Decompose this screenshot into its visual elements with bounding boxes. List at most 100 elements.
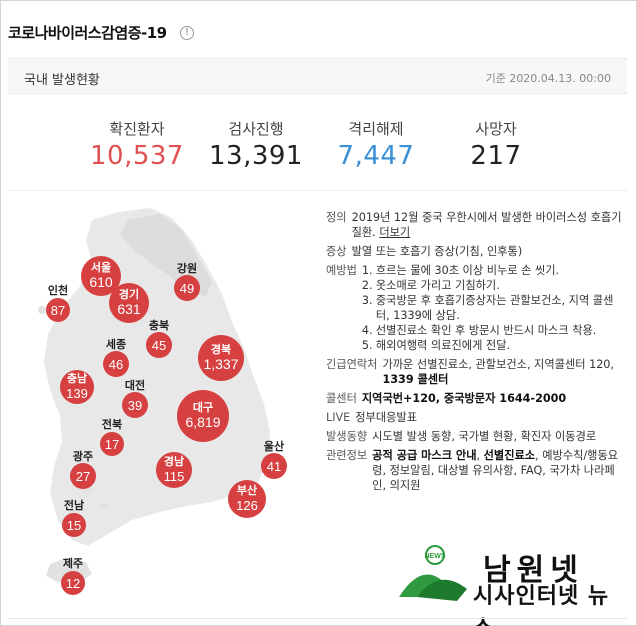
region-bubble-circle[interactable] <box>103 351 129 377</box>
region-bubble-circle[interactable] <box>198 335 244 381</box>
info-row-trend: 발생동향 시도별 발생 동향, 국가별 현황, 확진자 이동경로 <box>326 429 626 444</box>
info-key: 관련정보 <box>326 449 368 462</box>
info-row-prevention: 예방법 1. 흐르는 물에 30초 이상 비누로 손 씻기. 2. 옷소매로 가리고… <box>326 263 626 353</box>
region-bubble[interactable]: 전북 17 <box>100 417 124 456</box>
info-key: 증상 <box>326 245 347 258</box>
callcenter-value: 지역국번+120, 중국방문자 1644-2000 <box>361 392 567 405</box>
region-count: 41 <box>267 459 281 474</box>
list-item: 4. 선별진료소 확인 후 방문시 반드시 마스크 착용. <box>361 324 597 337</box>
trend-links[interactable]: 시도별 발생 동향, 국가별 현황, 확진자 이동경로 <box>372 430 597 443</box>
region-count: 610 <box>89 274 113 290</box>
watermark-title: 남원넷 <box>483 553 584 588</box>
region-name: 충남 <box>67 371 87 385</box>
region-bubble-circle[interactable] <box>46 298 70 322</box>
region-count: 12 <box>66 576 80 591</box>
clinic-link[interactable]: 선별진료소 <box>483 449 536 462</box>
region-count: 49 <box>180 281 194 296</box>
status-date: 기준 2020.04.13. 00:00 <box>485 72 611 85</box>
region-bubble-circle[interactable] <box>228 480 266 518</box>
info-icon[interactable]: ! <box>180 26 194 40</box>
region-count: 6,819 <box>185 414 220 430</box>
divider <box>8 190 627 191</box>
region-count: 126 <box>236 498 258 513</box>
region-count: 17 <box>105 437 119 452</box>
region-name: 강원 <box>177 261 197 275</box>
prevention-list: 1. 흐르는 물에 30초 이상 비누로 손 씻기. 2. 옷소매로 가리고 기침하… <box>362 263 626 353</box>
more-link[interactable]: 더보기 <box>379 226 411 239</box>
watermark-subtitle: 시사인터넷 뉴스 <box>473 584 610 626</box>
region-count: 39 <box>128 398 142 413</box>
region-bubble[interactable]: 경북1,337 <box>198 335 244 381</box>
region-name: 인천 <box>48 283 68 297</box>
region-count: 27 <box>76 469 90 484</box>
list-item: 1. 흐르는 물에 30초 이상 비누로 손 씻기. <box>361 264 560 277</box>
info-value: 가까운 선별진료소, 관할보건소, 지역콜센터 120, 1339 콜센터 <box>382 358 614 386</box>
region-count: 45 <box>152 338 166 353</box>
divider <box>8 618 627 619</box>
region-bubble-circle[interactable] <box>100 432 124 456</box>
region-bubble-circle[interactable] <box>109 283 149 323</box>
region-name: 전남 <box>64 498 84 512</box>
info-key: 정의 <box>326 211 347 224</box>
region-count: 139 <box>66 386 88 401</box>
mask-info-link[interactable]: 공적 공급 마스크 안내 <box>372 449 477 462</box>
namwon-logo-icon: NEWS <box>399 545 467 601</box>
status-header-bar: 국내 발생현황 기준 2020.04.13. 00:00 <box>8 58 627 94</box>
region-bubble-circle[interactable] <box>122 392 148 418</box>
info-key: 발생동향 <box>326 430 368 443</box>
info-key: 긴급연락처 <box>326 358 378 371</box>
region-count: 87 <box>51 303 65 318</box>
region-bubble[interactable]: 대구6,819 <box>177 390 229 442</box>
region-bubble[interactable]: 세종 46 <box>103 337 129 377</box>
region-bubble[interactable]: 전남 15 <box>62 498 86 537</box>
region-bubble-circle[interactable] <box>70 463 96 489</box>
region-bubble-circle[interactable] <box>177 390 229 442</box>
region-bubble-circle[interactable] <box>156 452 192 488</box>
stat-released: 격리해제 7,447 <box>311 118 441 171</box>
stat-value: 217 <box>470 141 522 171</box>
region-bubble[interactable]: 대전 39 <box>122 378 148 418</box>
info-value: 발열 또는 호흡기 증상(기침, 인후통) <box>351 245 523 258</box>
live-link[interactable]: 정부대응발표 <box>355 411 418 424</box>
info-key: 콜센터 <box>326 392 357 405</box>
page-title: 코로나바이러스감염증-19 <box>8 24 167 42</box>
region-name: 광주 <box>73 450 93 463</box>
region-bubble-circle[interactable] <box>174 275 200 301</box>
stat-label: 확진환자 <box>109 120 165 138</box>
definition-text: 2019년 12월 중국 우한시에서 발생한 바이러스성 호흡기 질환. <box>351 211 622 239</box>
info-key: 예방법 <box>326 264 357 277</box>
region-bubble[interactable]: 인천 87 <box>46 283 70 322</box>
stat-confirmed: 확진환자 10,537 <box>72 118 202 171</box>
info-row-definition: 정의 2019년 12월 중국 우한시에서 발생한 바이러스성 호흡기 질환. … <box>326 210 626 240</box>
stat-label: 격리해제 <box>348 120 404 138</box>
region-bubble-circle[interactable] <box>61 571 85 595</box>
region-bubble-circle[interactable] <box>261 453 287 479</box>
region-bubble-circle[interactable] <box>146 332 172 358</box>
region-name: 대구 <box>193 400 213 414</box>
region-count: 115 <box>164 469 185 484</box>
info-row-symptoms: 증상 발열 또는 호흡기 증상(기침, 인후통) <box>326 244 626 259</box>
region-bubble[interactable]: 강원 49 <box>174 261 200 301</box>
region-name: 부산 <box>237 483 257 497</box>
info-row-emergency: 긴급연락처 가까운 선별진료소, 관할보건소, 지역콜센터 120, 1339 … <box>326 357 626 387</box>
region-name: 경남 <box>164 454 184 468</box>
stat-value: 10,537 <box>90 141 184 171</box>
region-bubble-circle[interactable] <box>62 513 86 537</box>
region-count: 46 <box>109 357 123 372</box>
region-name: 경기 <box>119 287 139 301</box>
region-bubble[interactable]: 충북 45 <box>146 318 172 358</box>
hotline-1339[interactable]: 1339 콜센터 <box>382 373 449 386</box>
list-item: 2. 옷소매로 가리고 기침하기. <box>361 279 500 292</box>
region-bubble-circle[interactable] <box>81 256 121 296</box>
region-name: 경북 <box>211 342 231 356</box>
related-text[interactable]: , 예방수칙/행동요령, 정보알림, 대상별 유의사항, FAQ, 국가차 나라… <box>372 449 619 492</box>
region-bubble-circle[interactable] <box>60 370 94 404</box>
region-bubble[interactable]: 울산 41 <box>261 439 287 479</box>
region-bubble[interactable]: 제주 12 <box>61 556 85 595</box>
region-bubble[interactable]: 광주 27 <box>70 450 96 489</box>
